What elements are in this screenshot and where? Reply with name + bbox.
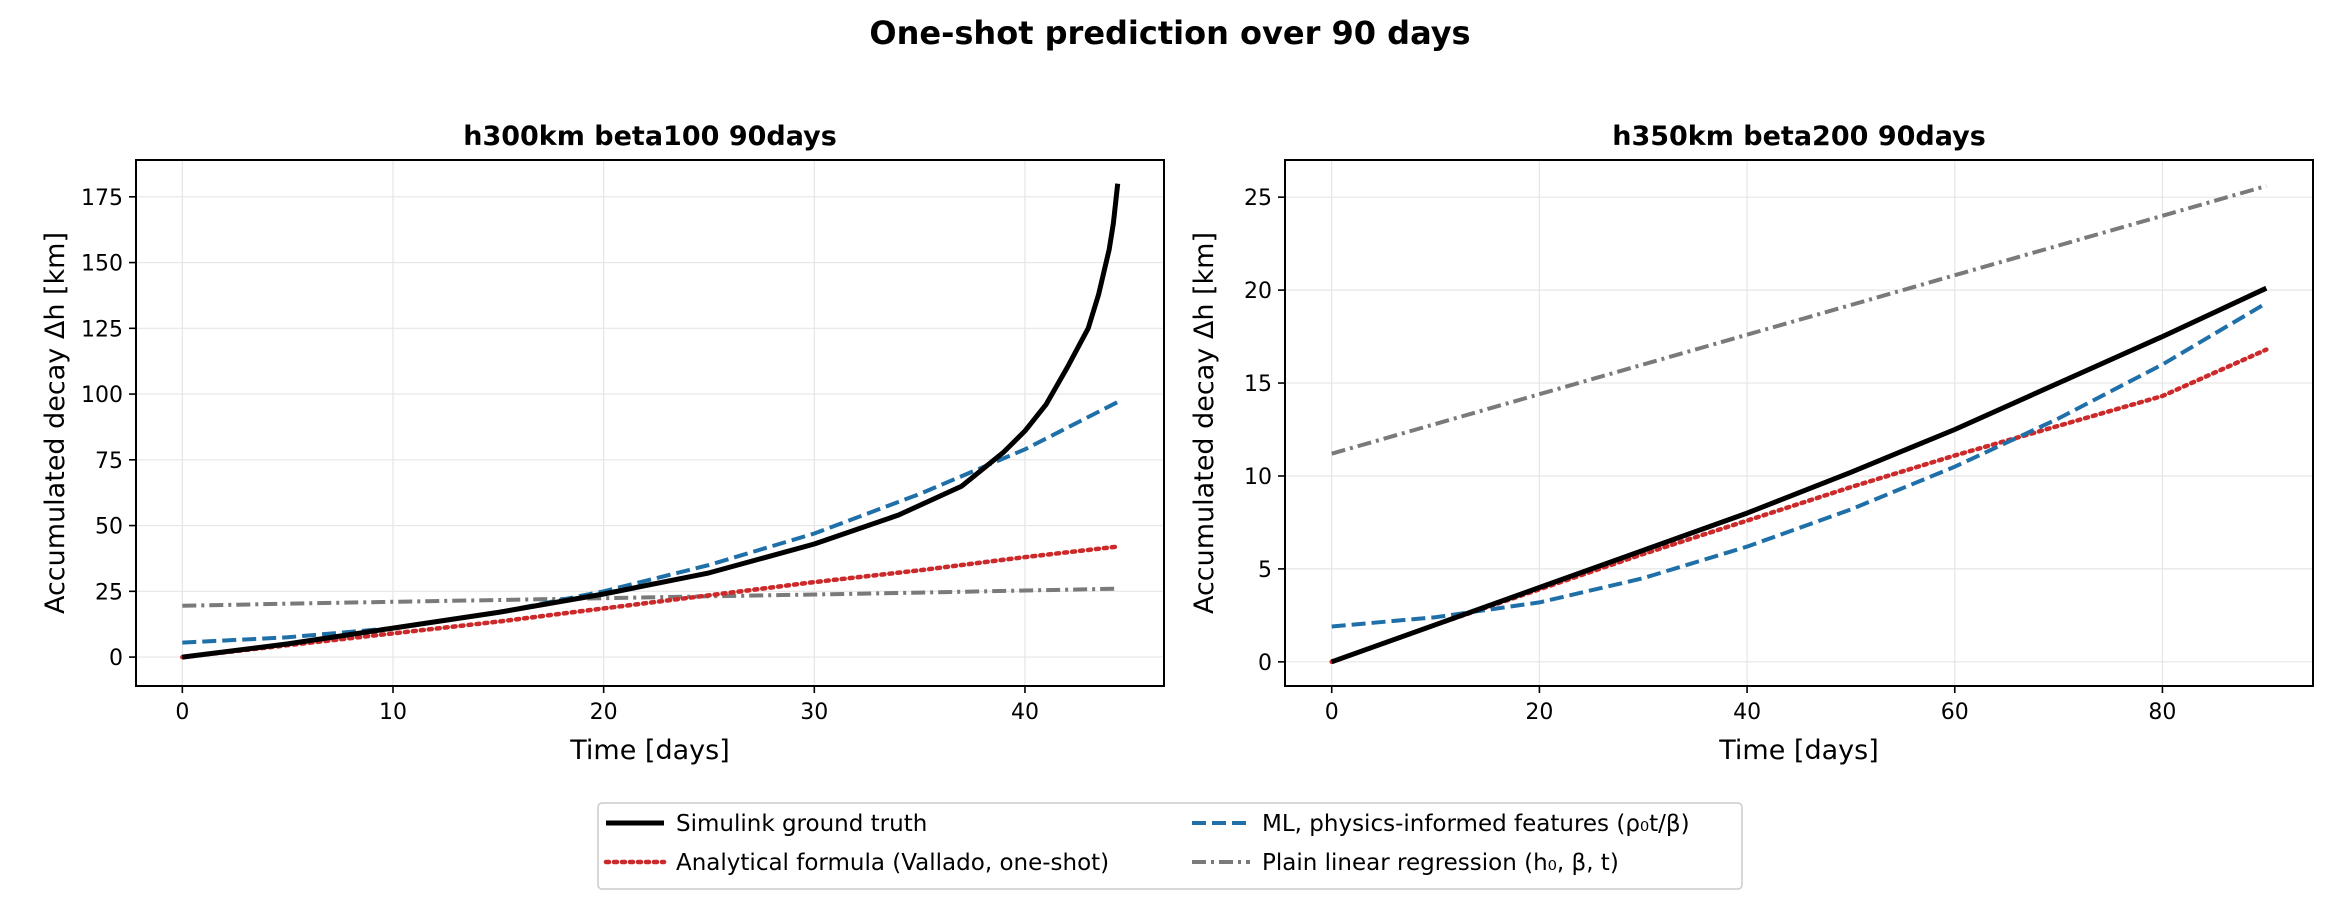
legend-item-truth: Simulink ground truth xyxy=(606,811,927,837)
y-tick-label: 50 xyxy=(95,515,123,540)
y-tick-label: 25 xyxy=(95,580,123,605)
x-tick-label: 40 xyxy=(1011,700,1039,725)
y-tick-label: 25 xyxy=(1244,186,1272,211)
legend-item-analytic: Analytical formula (Vallado, one-shot) xyxy=(603,850,1109,876)
x-tick-label: 40 xyxy=(1733,700,1761,725)
y-axis-label: Accumulated decay Δh [km] xyxy=(40,232,71,614)
y-tick-label: 15 xyxy=(1244,372,1272,397)
y-tick-label: 100 xyxy=(81,383,123,408)
chart-panel-2: 0 20 40 60 80 0 5 10 15 20 25 h350km beta200 90days… xyxy=(1189,121,2314,766)
x-tick-label: 30 xyxy=(800,700,828,725)
axes-frame xyxy=(1284,159,2314,687)
x-tick-label: 10 xyxy=(379,700,407,725)
legend-label: Plain linear regression (h₀, β, t) xyxy=(1262,850,1619,876)
y-tick-label: 20 xyxy=(1244,279,1272,304)
series-line-linreg xyxy=(182,586,1118,608)
series-line-analytic xyxy=(180,544,1120,660)
chart-panel-1: 0 10 20 30 40 0 25 50 75 100 125 150 175 h300km beta1… xyxy=(40,121,1165,766)
figure-title: One-shot prediction over 90 days xyxy=(869,14,1470,52)
series-line-linreg xyxy=(1331,184,2267,456)
x-tick-label: 0 xyxy=(175,700,189,725)
legend-label: ML, physics-informed features (ρ₀t/β) xyxy=(1262,811,1690,837)
x-tick-label: 80 xyxy=(2148,700,2176,725)
legend-frame xyxy=(597,802,1743,890)
legend-label: Simulink ground truth xyxy=(676,811,927,837)
y-tick-label: 5 xyxy=(1258,558,1272,583)
series-line-truth xyxy=(181,183,1121,660)
y-tick-label: 75 xyxy=(95,449,123,474)
x-tick-label: 0 xyxy=(1325,700,1339,725)
chart-title: h300km beta100 90days xyxy=(463,121,837,152)
y-tick-label: 0 xyxy=(109,646,123,671)
x-tick-label: 20 xyxy=(1525,700,1553,725)
axes-frame xyxy=(135,159,1165,687)
y-tick-label: 0 xyxy=(1258,651,1272,676)
series-line-ml xyxy=(182,400,1119,645)
series-line-truth xyxy=(1330,285,2268,665)
y-tick-label: 125 xyxy=(81,317,123,342)
y-tick-label: 150 xyxy=(81,252,123,277)
plot-area xyxy=(136,160,1164,686)
y-tick-label: 10 xyxy=(1244,465,1272,490)
plot-area xyxy=(1285,160,2313,686)
legend-item-ml: ML, physics-informed features (ρ₀t/β) xyxy=(1192,811,1690,837)
x-tick-label: 20 xyxy=(590,700,618,725)
chart-title: h350km beta200 90days xyxy=(1612,121,1986,152)
y-tick-label: 175 xyxy=(81,186,123,211)
legend-label: Analytical formula (Vallado, one-shot) xyxy=(676,850,1109,876)
y-axis-label: Accumulated decay Δh [km] xyxy=(1189,232,1220,614)
legend-item-linreg: Plain linear regression (h₀, β, t) xyxy=(1192,850,1619,876)
legend: Simulink ground truth ML, physics-informe… xyxy=(597,802,1743,890)
x-axis-label: Time [days] xyxy=(1718,735,1878,766)
x-axis-label: Time [days] xyxy=(569,735,729,766)
x-tick-label: 60 xyxy=(1941,700,1969,725)
